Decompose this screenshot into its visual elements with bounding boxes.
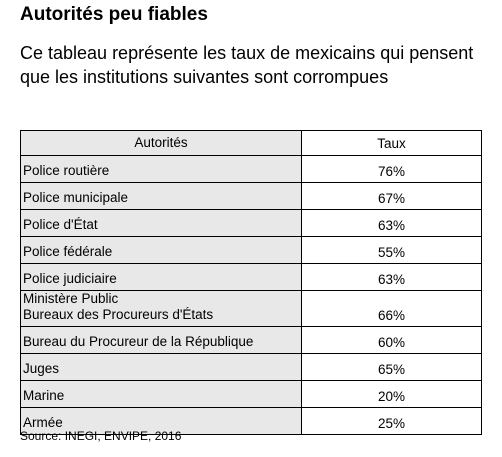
column-header: Autorités	[20, 130, 302, 156]
table-row: Ministère Public Bureaux des Procureurs …	[20, 290, 482, 327]
header-row: Autorités Taux	[20, 130, 482, 156]
rate-cell: 20%	[301, 380, 482, 408]
table-row: Police routière 76%	[20, 155, 482, 183]
authority-cell: Police d'État	[20, 209, 302, 237]
table: Autorités Taux Police routière 76% Police …	[20, 130, 482, 435]
rate-cell: 55%	[301, 236, 482, 264]
table-row: Marine 20%	[20, 380, 482, 408]
table-row: Police fédérale 55%	[20, 236, 482, 264]
authority-cell: Ministère Public Bureaux des Procureurs …	[20, 290, 302, 327]
table-row: Armée 25%	[20, 407, 482, 435]
authority-cell: Police routière	[20, 155, 302, 183]
rate-cell: 65%	[301, 353, 482, 381]
authority-cell: Police fédérale	[20, 236, 302, 264]
rate-cell: 67%	[301, 182, 482, 210]
authority-cell: Police municipale	[20, 182, 302, 210]
table-row: Police municipale 67%	[20, 182, 482, 210]
table-row: Police judiciaire 63%	[20, 263, 482, 291]
rate-cell: 76%	[301, 155, 482, 183]
title: Autorités peu fiables	[20, 4, 208, 25]
source: Source: INEGI, ENVIPE, 2016	[20, 429, 182, 443]
authority-cell: Juges	[20, 353, 302, 381]
table-body: Police routière 76% Police municipale 67% Po…	[20, 155, 482, 435]
rate-cell: 63%	[301, 209, 482, 237]
authority-cell: Police judiciaire	[20, 263, 302, 291]
authority-cell: Bureau du Procureur de la République	[20, 326, 302, 354]
authority-cell: Armée	[20, 407, 302, 435]
rate-cell: 66%	[301, 290, 482, 327]
rate-cell: 63%	[301, 263, 482, 291]
table-row: Police d'État 63%	[20, 209, 482, 237]
authority-cell: Marine	[20, 380, 302, 408]
rate-cell: 25%	[301, 407, 482, 435]
subtitle: Ce tableau représente les taux de mexica…	[20, 43, 474, 87]
table-row: Bureau du Procureur de la République 60%	[20, 326, 482, 354]
column-header: Taux	[301, 130, 482, 156]
table-row: Juges 65%	[20, 353, 482, 381]
rate-cell: 60%	[301, 326, 482, 354]
